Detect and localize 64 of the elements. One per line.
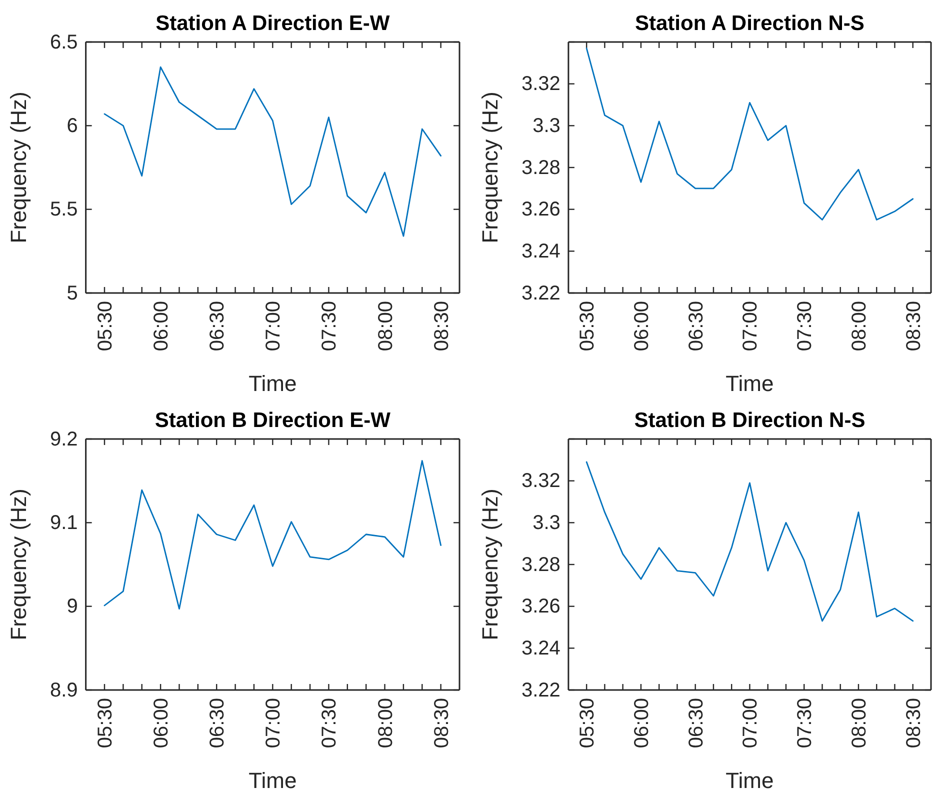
y-tick-label: 3.28 (522, 156, 560, 179)
x-tick-label: 08:30 (902, 301, 925, 352)
x-tick-label: 08:00 (848, 698, 870, 748)
x-tick-label: 08:30 (430, 698, 453, 748)
x-tick-label: 08:00 (374, 301, 397, 352)
chart-title: Station B Direction E-W (154, 409, 391, 432)
y-axis-title: Frequency (Hz) (6, 92, 31, 244)
x-tick-label: 05:30 (94, 698, 116, 748)
x-tick-label: 06:30 (206, 301, 229, 352)
x-tick-label: 06:00 (150, 698, 173, 748)
x-axis-title: Time (248, 768, 297, 793)
y-tick-label: 3.3 (532, 512, 560, 534)
x-tick-label: 06:00 (630, 698, 653, 748)
y-tick-label: 3.28 (522, 554, 560, 576)
line-series (586, 461, 914, 622)
x-tick-label: 07:00 (262, 301, 285, 352)
chart-title: Station A Direction N-S (634, 12, 864, 35)
y-axis-title: Frequency (Hz) (478, 488, 502, 640)
y-tick-label: 6.5 (50, 31, 78, 54)
y-tick-label: 3.3 (532, 115, 560, 138)
x-tick-label: 08:30 (430, 301, 453, 352)
y-tick-label: 3.32 (522, 470, 560, 492)
x-tick-label: 07:30 (794, 698, 816, 748)
y-tick-label: 3.26 (522, 596, 560, 618)
x-tick-label: 06:30 (685, 698, 708, 748)
y-tick-label: 3.32 (522, 73, 560, 96)
y-tick-label: 9 (66, 596, 78, 618)
x-tick-label: 07:30 (318, 301, 341, 352)
line-series (104, 66, 442, 237)
x-tick-label: 08:30 (902, 698, 925, 748)
y-tick-label: 3.22 (522, 282, 560, 304)
x-tick-label: 05:30 (576, 698, 599, 748)
x-tick-label: 06:30 (206, 698, 229, 748)
x-tick-label: 08:00 (374, 698, 397, 748)
x-axis-title: Time (726, 768, 774, 793)
chart-title: Station A Direction E-W (156, 12, 390, 35)
y-tick-label: 5 (66, 282, 78, 304)
x-tick-label: 08:00 (848, 301, 870, 352)
x-tick-label: 07:00 (740, 698, 762, 748)
y-tick-label: 3.22 (522, 679, 560, 702)
x-axis-title: Time (248, 371, 297, 396)
y-tick-label: 3.24 (522, 638, 560, 660)
x-axis-title: Time (726, 371, 774, 396)
y-tick-label: 3.26 (522, 198, 560, 221)
y-tick-label: 6 (66, 115, 78, 138)
chart-title: Station B Direction N-S (634, 409, 866, 432)
x-tick-label: 07:00 (740, 301, 762, 352)
y-tick-label: 9.1 (50, 512, 78, 534)
x-tick-label: 06:00 (150, 301, 173, 352)
y-tick-label: 3.24 (522, 240, 560, 263)
line-series (104, 460, 442, 610)
x-tick-label: 06:30 (685, 301, 708, 352)
x-tick-label: 07:30 (318, 698, 341, 748)
x-tick-label: 05:30 (576, 301, 599, 352)
y-tick-label: 8.9 (50, 679, 78, 702)
x-tick-label: 07:30 (794, 301, 816, 352)
y-axis-title: Frequency (Hz) (6, 488, 31, 640)
line-series (586, 48, 914, 220)
y-tick-label: 5.5 (50, 198, 78, 221)
x-tick-label: 07:00 (262, 698, 285, 748)
x-tick-label: 05:30 (94, 301, 116, 352)
y-axis-title: Frequency (Hz) (478, 92, 502, 244)
y-tick-label: 9.2 (50, 428, 78, 450)
x-tick-label: 06:00 (630, 301, 653, 352)
